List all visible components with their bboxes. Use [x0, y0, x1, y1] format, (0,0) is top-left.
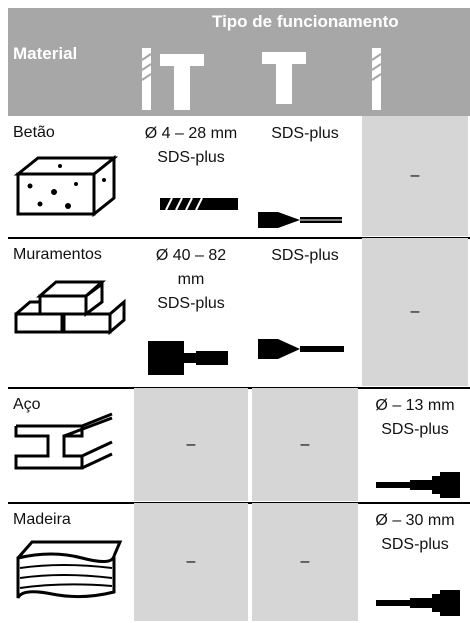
cell-text: SDS-plus [271, 125, 339, 142]
core-bit-icons [148, 339, 344, 375]
cell-text: – [300, 553, 310, 570]
cell-text: SDS-plus [157, 295, 225, 312]
steel-bit-icon [376, 472, 460, 498]
concrete-icon [13, 154, 119, 218]
brick-icon [14, 280, 126, 336]
cell-text: Ø 40 – 82 [155, 247, 227, 264]
material-name: Betão [13, 124, 55, 141]
cell-text: SDS-plus [381, 536, 449, 553]
row-rule [8, 387, 470, 389]
cell-text: SDS-plus [157, 149, 225, 166]
cell-text: SDS-plus [381, 421, 449, 438]
empty-cell [362, 238, 468, 386]
cell-text: – [186, 435, 196, 453]
row-rule [8, 237, 470, 239]
header-title: Tipo de funcionamento [212, 12, 399, 31]
cell-text: – [410, 303, 420, 320]
wood-icon [16, 540, 123, 599]
cell-text: – [300, 435, 310, 453]
header-band [8, 8, 470, 116]
empty-cell [134, 503, 248, 621]
cell-text: Ø – 30 mm [375, 512, 455, 529]
mode-icons [141, 48, 382, 110]
wood-bit-icon [376, 590, 460, 616]
cell-text: Ø 4 – 28 mm [144, 125, 238, 142]
material-name: Madeira [13, 511, 71, 528]
header-material: Material [13, 44, 78, 63]
material-name: Aço [13, 396, 41, 413]
empty-cell [134, 388, 248, 501]
row-rule [8, 502, 470, 504]
bit-icons [160, 197, 342, 228]
empty-cell [252, 503, 358, 621]
cell-text: SDS-plus [271, 247, 339, 264]
empty-cell [252, 388, 358, 501]
cell-text: – [186, 553, 196, 570]
cell-text: mm [177, 271, 205, 288]
steel-icon [14, 412, 113, 470]
cell-text: – [410, 167, 420, 184]
empty-cell [362, 116, 468, 236]
cell-text: Ø – 13 mm [375, 397, 455, 414]
material-name: Muramentos [13, 246, 102, 263]
